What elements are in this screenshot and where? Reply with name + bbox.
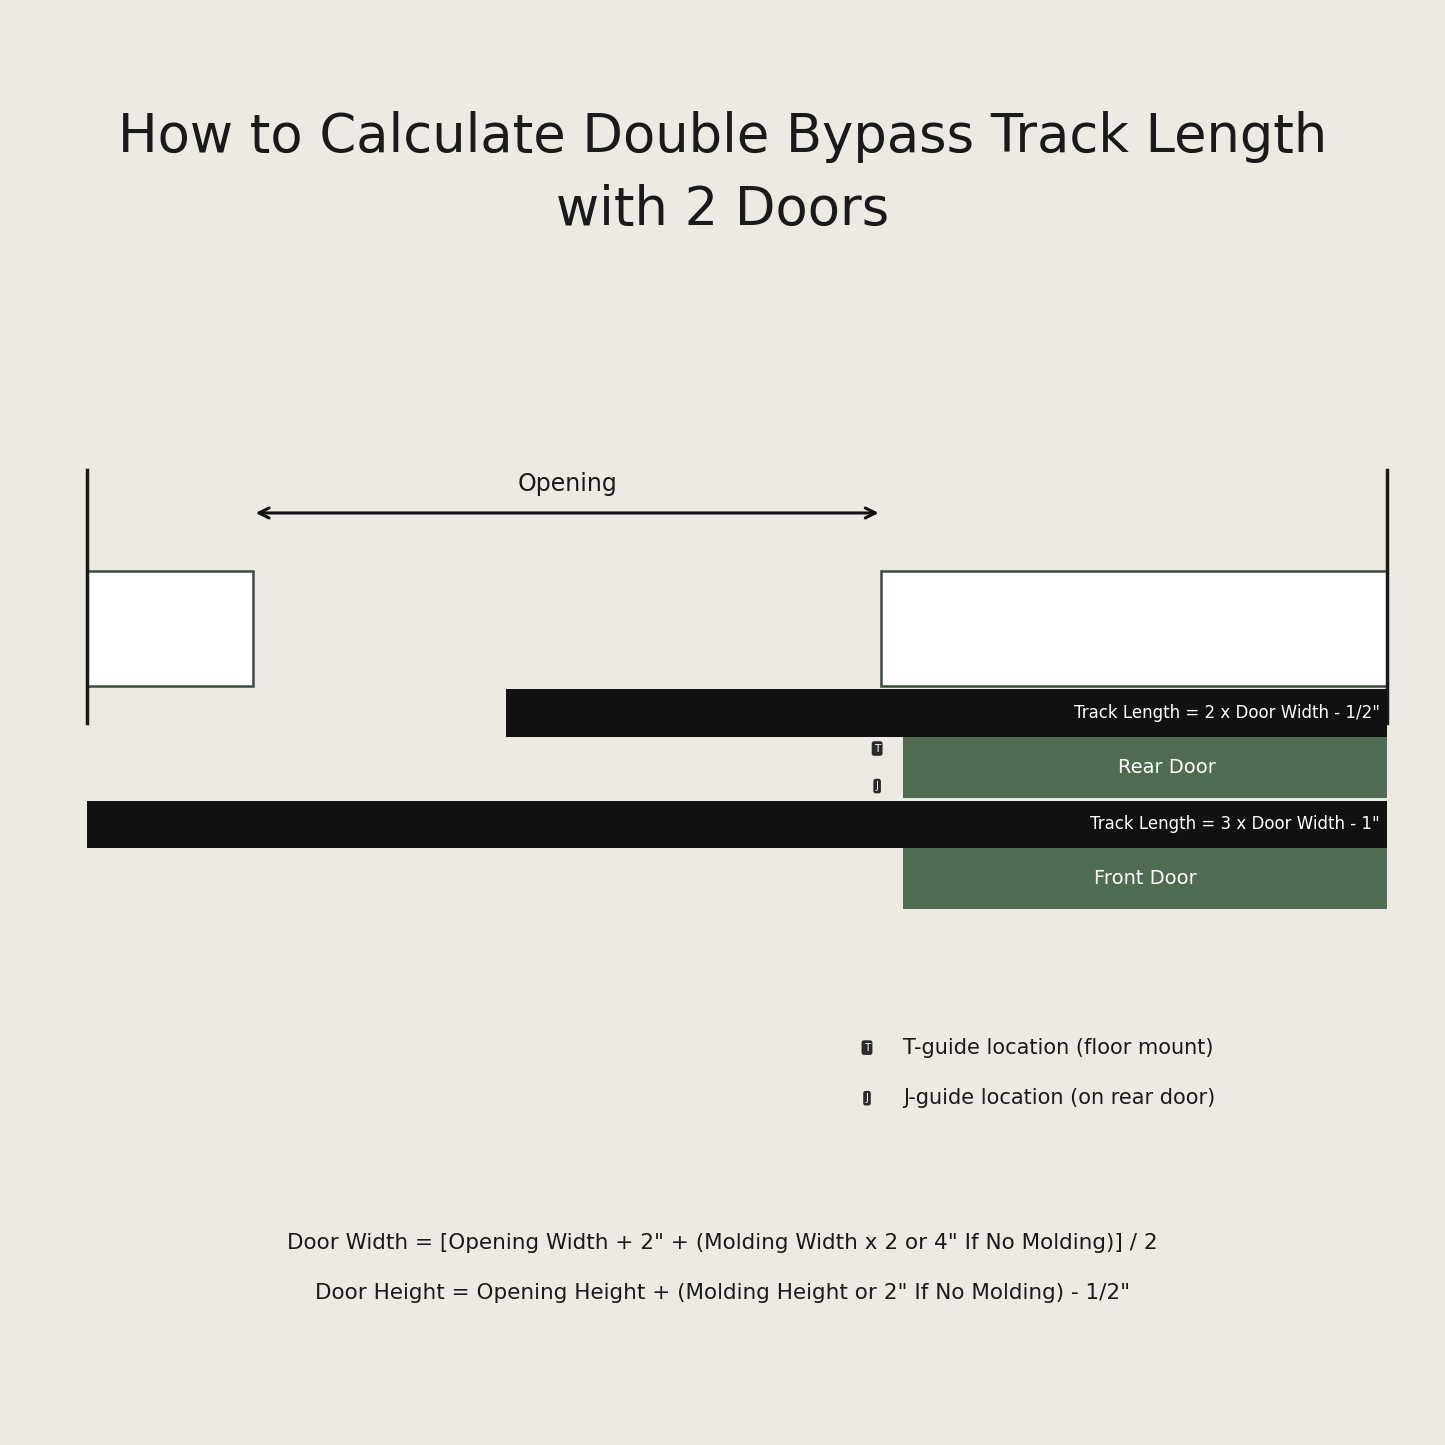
Text: T-guide location (floor mount): T-guide location (floor mount) [903,1038,1214,1058]
Bar [87,801,1387,848]
Text: T: T [864,1043,870,1052]
Text: Door Height = Opening Height + (Molding Height or 2" If No Molding) - 1/2": Door Height = Opening Height + (Molding … [315,1283,1130,1303]
Text: Opening: Opening [517,471,617,496]
Text: Wall: Wall [147,618,192,639]
Text: Track Length = 3 x Door Width - 1": Track Length = 3 x Door Width - 1" [1090,815,1380,834]
Text: J: J [876,782,879,790]
Text: J: J [866,1094,868,1103]
Text: How to Calculate Double Bypass Track Length: How to Calculate Double Bypass Track Len… [118,111,1327,163]
Text: with 2 Doors: with 2 Doors [556,184,889,236]
Bar [881,571,1387,686]
Bar [506,689,1387,737]
Text: Front Door: Front Door [1094,868,1196,889]
Bar [87,571,253,686]
Text: Door Width = [Opening Width + 2" + (Molding Width x 2 or 4" If No Molding)] / 2: Door Width = [Opening Width + 2" + (Mold… [288,1233,1157,1253]
Bar [903,737,1387,798]
Text: Rear Door: Rear Door [1118,757,1215,777]
Text: Track Length = 2 x Door Width - 1/2": Track Length = 2 x Door Width - 1/2" [1074,704,1380,722]
Text: J-guide location (on rear door): J-guide location (on rear door) [903,1088,1215,1108]
Text: T: T [874,744,880,753]
Text: Wall: Wall [1113,618,1156,639]
Bar [903,848,1387,909]
